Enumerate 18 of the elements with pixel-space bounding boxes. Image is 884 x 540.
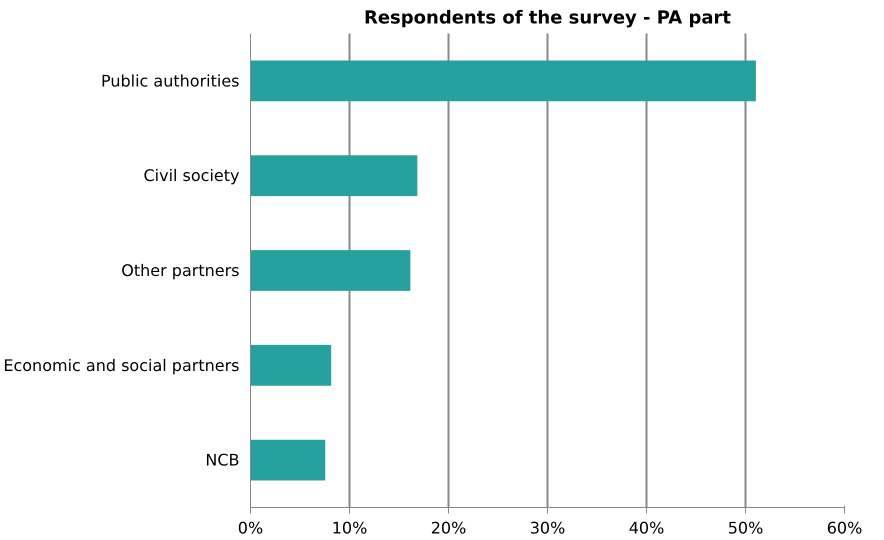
chart-title: Respondents of the survey - PA part bbox=[364, 8, 732, 28]
x-tick-label: 30% bbox=[530, 518, 566, 538]
y-tick-label: Other partners bbox=[121, 261, 240, 280]
bar bbox=[250, 440, 326, 481]
bar bbox=[250, 155, 418, 196]
bar bbox=[250, 60, 756, 102]
x-tick-label: 50% bbox=[728, 518, 764, 538]
y-tick-label: NCB bbox=[205, 450, 240, 470]
y-tick-label: Economic and social partners bbox=[3, 356, 240, 375]
y-tick-label: Civil society bbox=[143, 166, 240, 186]
bar bbox=[250, 344, 332, 386]
y-tick-label: Public authorities bbox=[100, 71, 240, 90]
bar bbox=[250, 250, 410, 291]
x-tick-label: 0% bbox=[238, 518, 264, 538]
x-tick-label: 20% bbox=[430, 518, 466, 538]
x-tick-label: 10% bbox=[332, 518, 368, 538]
x-tick-label: 40% bbox=[628, 518, 664, 538]
x-tick-label: 60% bbox=[826, 518, 862, 538]
